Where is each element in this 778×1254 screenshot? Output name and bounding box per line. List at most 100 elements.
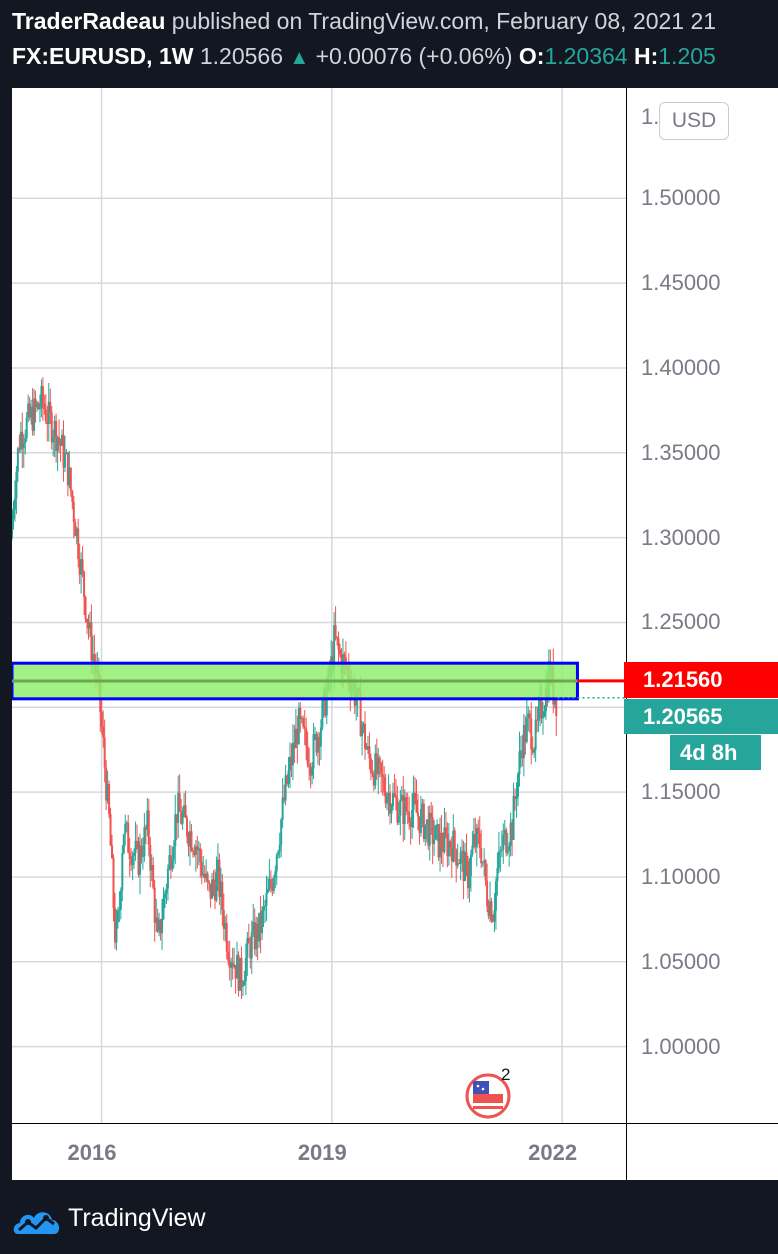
candle-body (218, 859, 221, 897)
candle-body (178, 792, 181, 812)
candle-body (519, 750, 522, 752)
candle-body (450, 848, 453, 862)
tradingview-logo-icon[interactable] (10, 1200, 66, 1240)
candle-body (12, 509, 15, 520)
candle-body (319, 727, 322, 747)
candle-body (102, 726, 105, 738)
author-name[interactable]: TraderRadeau (12, 8, 166, 34)
candle-body (238, 957, 241, 991)
candle-body (414, 792, 417, 800)
candle-body (472, 833, 475, 846)
symbol-interval[interactable]: FX:EURUSD, 1W (12, 43, 194, 69)
candle-body (181, 814, 184, 824)
time-axis[interactable]: 2016 2019 2022 (12, 1123, 778, 1181)
candle-body (194, 846, 197, 855)
candle-body (534, 719, 537, 750)
price-chart[interactable]: 2 (12, 88, 626, 1123)
candle-body (100, 712, 103, 727)
candle-body (141, 856, 144, 858)
candle-body (478, 833, 481, 849)
candle-body (166, 868, 169, 889)
candle-body (286, 775, 289, 784)
candle-body (128, 852, 131, 860)
candle-body (441, 848, 444, 852)
candle-body (156, 917, 159, 932)
candle-body (44, 409, 47, 422)
candle-body (113, 908, 116, 943)
candle-body (364, 723, 367, 749)
candle-body (316, 737, 319, 753)
candle-body (244, 957, 247, 981)
candle-body (499, 850, 502, 852)
chart-plot-area[interactable]: 2 (12, 88, 626, 1123)
price-tick-label: 1.25000 (641, 609, 721, 635)
candle-body (228, 960, 231, 968)
candle-body (418, 816, 421, 833)
price-tick-label: 1.00000 (641, 1033, 721, 1059)
candle-body (237, 954, 240, 991)
candle-body (387, 792, 390, 797)
time-tick-label: 2022 (528, 1140, 578, 1165)
symbol-line: FX:EURUSD, 1W 1.20566 ▲ +0.00076 (+0.06%… (12, 43, 716, 70)
candle-body (466, 860, 469, 889)
candle-body (121, 853, 124, 891)
candle-body (91, 654, 94, 661)
candle-body (119, 890, 122, 910)
candle-body (436, 824, 439, 826)
candle-body (508, 846, 511, 851)
candle-body (539, 697, 542, 707)
candle-body (259, 912, 262, 934)
candle-body (205, 873, 208, 879)
candle-body (272, 878, 275, 891)
candle-body (293, 742, 296, 749)
candle-body (78, 559, 81, 575)
chart-annotations (12, 661, 626, 701)
candle-body (522, 725, 525, 759)
candle-body (355, 699, 358, 706)
candle-body (263, 905, 266, 907)
candle-body (202, 873, 205, 876)
candle-body (224, 923, 227, 929)
candle-body (496, 868, 499, 882)
candle-body (419, 808, 422, 833)
axis-corner-divider (626, 1124, 627, 1181)
candle-body (521, 750, 524, 759)
candle-body (111, 845, 114, 859)
candle-body (524, 725, 527, 742)
candle-body (403, 797, 406, 824)
candle-body (393, 793, 396, 796)
candle-body (256, 923, 259, 942)
candle-body (233, 964, 236, 967)
badge-stripe-2 (473, 1106, 503, 1109)
candle-body (500, 849, 503, 851)
candle-body (168, 855, 171, 869)
candle-body (465, 852, 468, 861)
current-price-tag: 1.20565 (624, 699, 778, 734)
candle-body (425, 819, 428, 825)
candle-body (490, 901, 493, 921)
badge-star (476, 1084, 480, 1088)
candle-body (144, 827, 147, 830)
candle-body (430, 812, 433, 818)
candle-body (384, 791, 387, 804)
currency-button[interactable]: USD (659, 102, 729, 140)
candle-body (88, 622, 91, 629)
candle-body (72, 501, 75, 523)
candle-body (197, 848, 200, 851)
candle-body (240, 957, 243, 987)
candle-body (12, 519, 13, 538)
candle-body (402, 794, 405, 824)
countdown-tag: 4d 8h (670, 735, 761, 770)
candle-body (315, 734, 318, 753)
candle-body (458, 863, 461, 865)
brand-name[interactable]: TradingView (68, 1204, 206, 1232)
candle-body (130, 859, 133, 866)
candle-body (493, 910, 496, 922)
candle-body (147, 810, 150, 845)
candle-body (531, 749, 534, 753)
candle-body (146, 810, 149, 830)
candle-body (421, 803, 424, 809)
price-axis[interactable]: 1.50000 1.45000 1.40000 1.35000 1.30000 1.250… (624, 88, 778, 1123)
candle-body (505, 829, 508, 853)
candle-body (159, 919, 162, 934)
